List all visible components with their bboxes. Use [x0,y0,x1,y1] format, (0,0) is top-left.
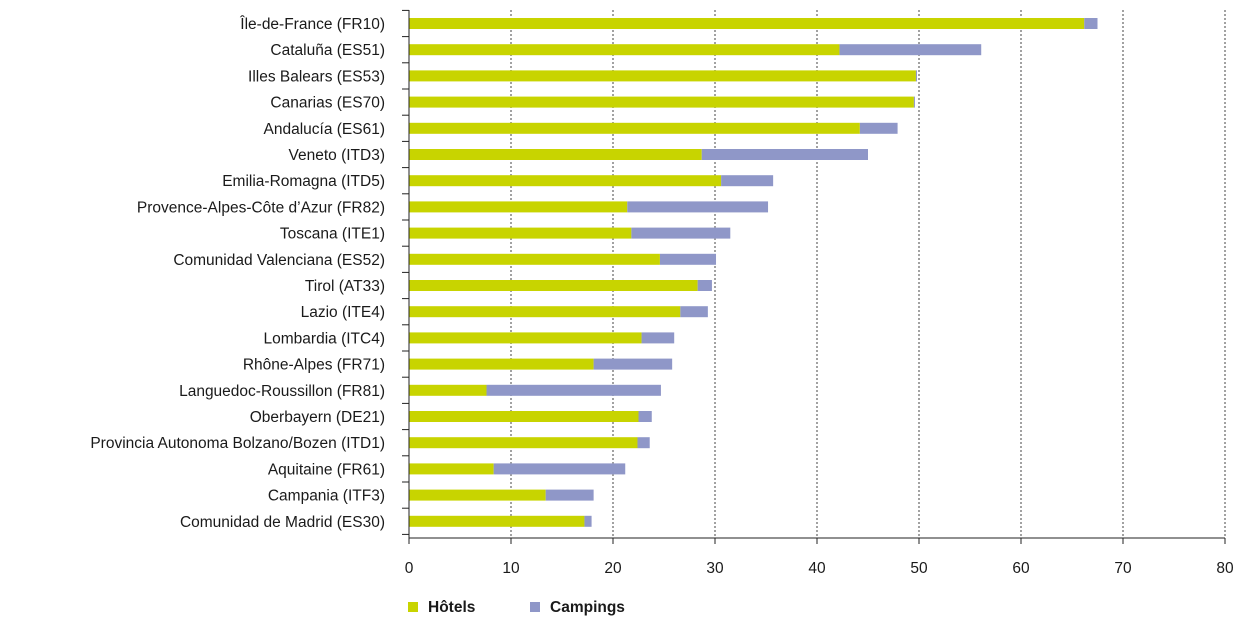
bar-campings [913,96,915,108]
bar-hotels [409,463,494,475]
x-tick-labels: 0 10 20 30 40 50 60 70 80 [405,560,1234,577]
category-label: Veneto (ITD3) [289,147,386,164]
category-label: Île-de-France (FR10) [239,16,385,33]
bar-hotels [409,149,702,160]
bar-hotels [409,332,642,344]
category-label: Emilia-Romagna (ITD5) [222,173,385,190]
category-label: Canarias (ES70) [270,95,385,112]
bar-hotels [409,437,638,449]
bar-hotels [409,122,860,134]
bar-campings [545,489,594,501]
x-tick-label: 50 [910,560,928,577]
category-label: Campania (ITF3) [268,488,385,505]
bar-campings [593,358,673,370]
category-label: Provence-Alpes-Côte d’Azur (FR82) [137,199,385,216]
legend: Hôtels Campings [408,599,625,616]
bar-hotels [409,227,632,239]
legend-swatch [408,602,418,612]
x-tick-label: 20 [604,560,622,577]
bar-campings [659,253,717,265]
bar-campings [701,149,868,160]
bar-hotels [409,44,840,56]
bar-campings [680,306,708,318]
legend-swatch [530,602,540,612]
bar-hotels [409,201,628,213]
category-label: Lazio (ITE4) [301,304,385,321]
bar-campings [627,201,769,213]
bar-hotels [409,489,546,501]
x-tick-label: 10 [502,560,520,577]
bar-campings [839,44,982,56]
gridlines [510,10,1226,538]
category-label: Illes Balears (ES53) [248,68,385,85]
bar-hotels [409,253,660,265]
bar-campings [721,175,774,187]
x-tick-label: 70 [1114,560,1132,577]
bar-hotels [409,280,698,291]
category-label: Oberbayern (DE21) [250,409,385,426]
category-label: Aquitaine (FR61) [268,461,385,478]
x-tick-label: 40 [808,560,826,577]
category-labels: Île-de-France (FR10) Cataluña (ES51) Illes… [90,16,385,531]
bar-hotels [409,18,1085,29]
legend-label: Campings [550,599,625,616]
bar-campings [631,227,731,239]
bar-campings [859,122,898,134]
bar-hotels [409,306,681,318]
x-tick-label: 80 [1216,560,1234,577]
category-label: Cataluña (ES51) [270,42,385,59]
bar-hotels [409,411,639,422]
bar-campings [641,332,675,344]
bars [409,18,1098,527]
bar-hotels [409,96,914,108]
bar-hotels [409,384,487,396]
bar-campings [638,411,652,422]
bar-campings [584,515,592,527]
category-label: Provincia Autonoma Bolzano/Bozen (ITD1) [90,435,385,452]
category-label: Languedoc-Roussillon (FR81) [179,383,385,400]
category-label: Tirol (AT33) [305,278,385,295]
category-label: Comunidad Valenciana (ES52) [173,252,385,269]
category-label: Toscana (ITE1) [280,226,385,243]
category-label: Comunidad de Madrid (ES30) [180,514,385,531]
bar-campings [697,280,712,291]
x-tick-label: 0 [405,560,414,577]
bar-hotels [409,358,594,370]
bar-campings [493,463,626,475]
bar-hotels [409,70,916,82]
bar-campings [637,437,650,449]
category-label: Lombardia (ITC4) [264,330,385,347]
bar-hotels [409,515,585,527]
legend-label: Hôtels [428,599,475,616]
category-label: Andalucía (ES61) [264,121,386,138]
category-label: Rhône-Alpes (FR71) [243,357,385,374]
bar-campings [915,70,917,82]
x-tick-label: 60 [1012,560,1030,577]
bar-campings [1084,18,1098,29]
x-tick-label: 30 [706,560,724,577]
bar-campings [486,384,661,396]
bar-hotels [409,175,722,187]
axes [402,9,1226,544]
